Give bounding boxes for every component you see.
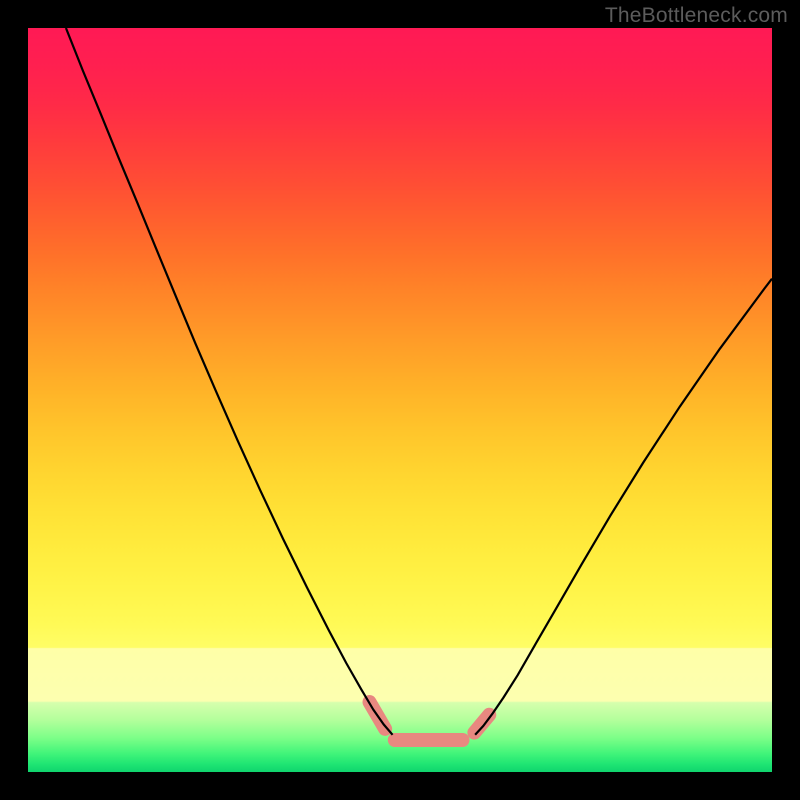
watermark-text: TheBottleneck.com [605, 4, 788, 28]
gradient-background [28, 28, 772, 772]
chart-container: TheBottleneck.com [0, 0, 800, 800]
